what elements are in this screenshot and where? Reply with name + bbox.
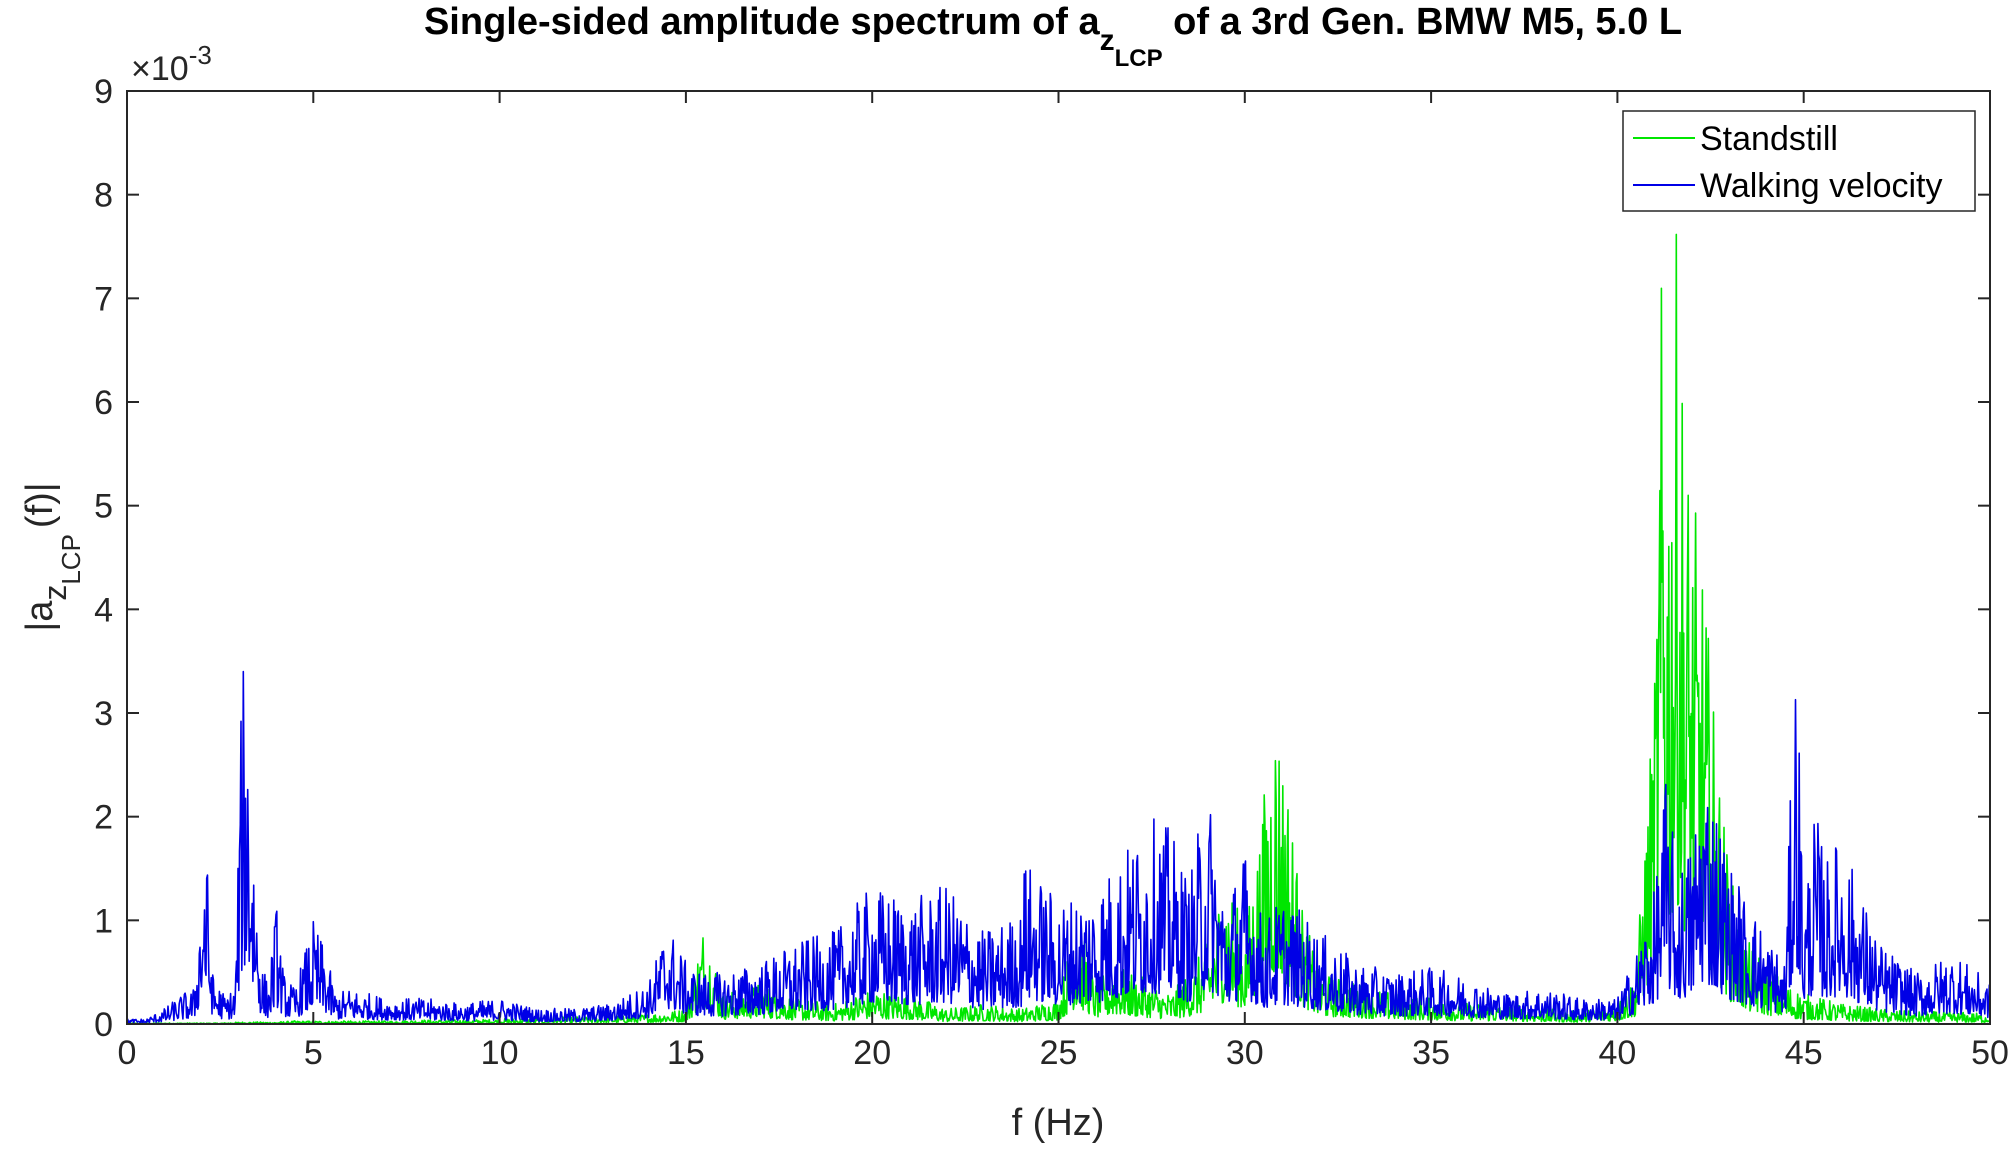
chart-title-rest: of a 3rd Gen. BMW M5, 5.0 L xyxy=(1163,1,1682,43)
y-tick-label: 1 xyxy=(94,902,113,940)
y-label-rest: (f)| xyxy=(19,482,61,528)
y-tick-label: 8 xyxy=(94,177,113,215)
chart-title-main: Single-sided amplitude spectrum of a xyxy=(424,1,1101,43)
y-exponent-base: ×10 xyxy=(131,50,189,88)
y-tick-label: 7 xyxy=(94,280,113,318)
x-tick-label: 25 xyxy=(1040,1034,1078,1072)
x-tick-label: 5 xyxy=(304,1034,323,1072)
y-axis-exponent: ×10-3 xyxy=(131,40,212,88)
x-axis-ticks: 0 5 10 15 20 25 30 35 40 45 50 xyxy=(118,91,2009,1072)
y-exponent-power: -3 xyxy=(189,40,212,70)
y-tick-label: 0 xyxy=(94,1006,113,1044)
x-tick-label: 40 xyxy=(1598,1034,1636,1072)
chart-title-sub: z xyxy=(1100,24,1115,57)
y-tick-label: 2 xyxy=(94,799,113,837)
y-label-main: |a xyxy=(19,600,61,632)
y-tick-label: 6 xyxy=(94,384,113,422)
legend-label-standstill: Standstill xyxy=(1700,120,1838,158)
x-tick-label: 0 xyxy=(118,1034,137,1072)
series-layer xyxy=(127,233,1990,1024)
y-tick-label: 9 xyxy=(94,73,113,111)
legend-box xyxy=(1622,110,1976,212)
legend: Standstill Walking velocity xyxy=(1622,110,1976,212)
y-label-subsub: LCP xyxy=(56,534,86,585)
x-axis-label: f (Hz) xyxy=(1012,1102,1105,1144)
legend-label-walking: Walking velocity xyxy=(1700,167,1942,205)
y-label-sub: z xyxy=(37,585,73,601)
x-tick-label: 15 xyxy=(667,1034,705,1072)
y-axis-ticks: 0 1 2 3 4 5 6 7 8 9 xyxy=(94,73,1990,1044)
x-tick-label: 20 xyxy=(853,1034,891,1072)
x-tick-label: 10 xyxy=(481,1034,519,1072)
x-tick-label: 45 xyxy=(1785,1034,1823,1072)
y-tick-label: 5 xyxy=(94,488,113,526)
x-tick-label: 50 xyxy=(1971,1034,2009,1072)
chart-title: Single-sided amplitude spectrum of azLCP… xyxy=(424,1,1682,72)
y-axis-label: |azLCP (f)| xyxy=(19,482,86,631)
y-tick-label: 3 xyxy=(94,695,113,733)
x-tick-label: 30 xyxy=(1226,1034,1264,1072)
chart-title-subsub: LCP xyxy=(1115,45,1163,72)
x-tick-label: 35 xyxy=(1412,1034,1450,1072)
series-line-walking-velocity xyxy=(127,670,1990,1024)
y-tick-label: 4 xyxy=(94,591,113,629)
